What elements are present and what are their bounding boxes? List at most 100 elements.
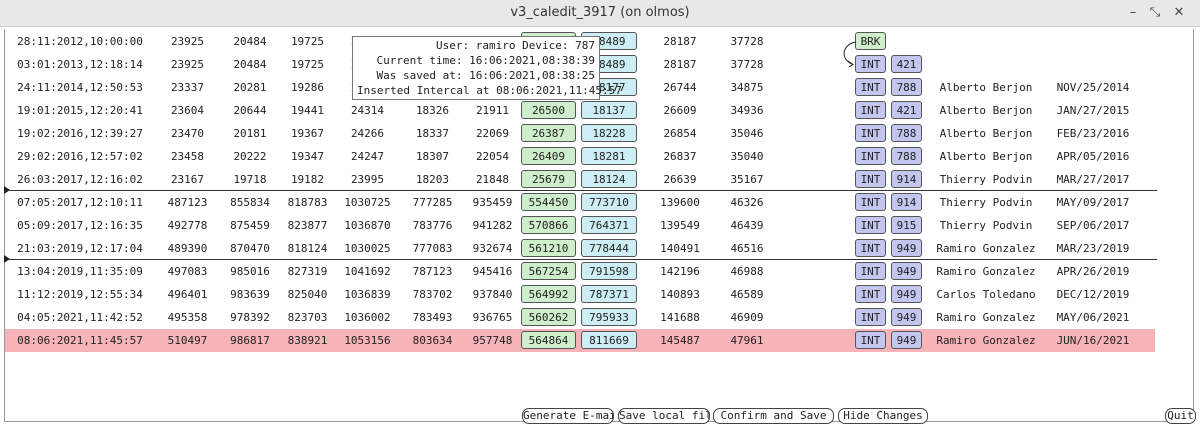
int-tag[interactable]: INT [855, 262, 886, 280]
device-tag[interactable]: 421 [891, 101, 922, 119]
int-tag[interactable]: INT [855, 331, 886, 349]
editable-value-cyan[interactable]: 795933 [581, 308, 637, 326]
int-tag[interactable]: INT [855, 78, 886, 96]
editable-value-green[interactable]: 26409 [521, 147, 576, 165]
quit-button[interactable]: Quit [1165, 408, 1196, 424]
editable-value-cyan[interactable]: 778444 [581, 239, 637, 257]
editable-value-cyan[interactable]: 791598 [581, 262, 637, 280]
row-value: 18307 [415, 150, 450, 163]
row-value: 21911 [475, 104, 510, 117]
row-value: 870470 [230, 242, 270, 255]
int-tag[interactable]: INT [855, 216, 886, 234]
device-tag[interactable]: 949 [891, 331, 922, 349]
hide-changes-button[interactable]: Hide Changes [838, 408, 928, 424]
int-tag[interactable]: INT [855, 285, 886, 303]
editable-value-cyan[interactable]: 787371 [581, 285, 637, 303]
row-value: 20644 [233, 104, 267, 117]
editable-value-cyan[interactable]: 773710 [581, 193, 637, 211]
device-tag[interactable]: 788 [891, 124, 922, 142]
row-value: 28187 [663, 35, 697, 48]
save-local-file-button[interactable]: Save local file [618, 408, 710, 424]
int-tag[interactable]: INT [855, 124, 886, 142]
int-tag[interactable]: INT [855, 308, 886, 326]
editable-value-green[interactable]: 564992 [521, 285, 576, 303]
row-value: 1041692 [344, 265, 391, 278]
row-value: 139600 [660, 196, 700, 209]
minimize-icon[interactable]: – [1129, 5, 1137, 20]
int-tag[interactable]: INT [855, 55, 886, 73]
row-value: 941282 [472, 219, 513, 232]
device-tag[interactable]: 949 [891, 262, 922, 280]
table-row[interactable]: 26:03:2017,12:16:02 23167 19718 19182 23995 1… [5, 168, 1155, 191]
editable-value-cyan[interactable]: 764371 [581, 216, 637, 234]
int-tag[interactable]: INT [855, 170, 886, 188]
editable-value-green[interactable]: 570866 [521, 216, 576, 234]
editable-value-green[interactable]: 25679 [521, 170, 576, 188]
row-value: 1036839 [344, 288, 391, 301]
device-tag[interactable]: 421 [891, 55, 922, 73]
table-row[interactable]: 08:06:2021,11:45:57 510497 986817 838921 105… [5, 329, 1155, 352]
row-date: 19:02:2016,12:39:27 [17, 127, 143, 140]
table-row[interactable]: 19:01:2015,12:20:41 23604 20644 19441 24314 1… [5, 99, 1155, 122]
row-value: 26639 [663, 173, 697, 186]
row-saved-date: JUN/16/2021 [1056, 334, 1130, 347]
row-value: 20181 [233, 127, 267, 140]
row-user: Ramiro Gonzalez [936, 311, 1036, 324]
device-tag[interactable]: 949 [891, 285, 922, 303]
table-row[interactable]: 07:05:2017,12:10:11 487123 855834 818783 103… [5, 191, 1155, 214]
row-user: Ramiro Gonzalez [936, 334, 1036, 347]
row-date: 13:04:2019,11:35:09 [17, 265, 143, 278]
editable-value-green[interactable]: 564864 [521, 331, 576, 349]
int-tag[interactable]: INT [855, 239, 886, 257]
row-value: 823703 [287, 311, 328, 324]
editable-value-green[interactable]: 554450 [521, 193, 576, 211]
table-row[interactable]: 29:02:2016,12:57:02 23458 20222 19347 24247 1… [5, 145, 1155, 168]
restore-icon[interactable]: ⤡ [1149, 5, 1161, 20]
close-icon[interactable]: ✕ [1173, 5, 1185, 20]
editable-value-cyan[interactable]: 811669 [581, 331, 637, 349]
confirm-and-save-button[interactable]: Confirm and Save [713, 408, 834, 424]
editable-value-cyan[interactable]: 18228 [581, 124, 637, 142]
int-tag[interactable]: INT [855, 193, 886, 211]
row-value: 139549 [660, 219, 700, 232]
int-tag[interactable]: INT [855, 101, 886, 119]
table-row[interactable]: 21:03:2019,12:17:04 489390 870470 818124 103… [5, 237, 1155, 260]
row-value: 510497 [167, 334, 208, 347]
table-row[interactable]: 13:04:2019,11:35:09 497083 985016 827319 104… [5, 260, 1155, 283]
editable-value-green[interactable]: 26387 [521, 124, 576, 142]
row-saved-date: MAR/23/2019 [1056, 242, 1130, 255]
editable-value-cyan[interactable]: 18281 [581, 147, 637, 165]
device-tag[interactable]: 788 [891, 78, 922, 96]
row-saved-date: MAY/06/2021 [1056, 311, 1130, 324]
row-saved-date: NOV/25/2014 [1056, 81, 1130, 94]
device-tag[interactable]: 949 [891, 308, 922, 326]
tooltip-inserted-intercal: Inserted Intercal at 08:06:2021,11:45:57 [357, 84, 622, 97]
row-value: 20281 [233, 81, 267, 94]
editable-value-cyan[interactable]: 18124 [581, 170, 637, 188]
table-row[interactable]: 11:12:2019,12:55:34 496401 983639 825040 103… [5, 283, 1155, 306]
device-tag[interactable]: 914 [891, 170, 922, 188]
editable-value-cyan[interactable]: 18137 [581, 101, 637, 119]
row-value: 823877 [287, 219, 328, 232]
row-saved-date: DEC/12/2019 [1056, 288, 1130, 301]
device-tag[interactable]: 788 [891, 147, 922, 165]
table-row[interactable]: 19:02:2016,12:39:27 23470 20181 19367 24266 1… [5, 122, 1155, 145]
table-row[interactable]: 05:09:2017,12:16:35 492778 875459 823877 103… [5, 214, 1155, 237]
int-tag[interactable]: INT [855, 147, 886, 165]
generate-email-button[interactable]: Generate E-mail [522, 408, 614, 424]
row-value: 983639 [230, 288, 270, 301]
editable-value-green[interactable]: 560262 [521, 308, 576, 326]
row-value: 777285 [412, 196, 453, 209]
device-tag[interactable]: 915 [891, 216, 922, 234]
brk-tag[interactable]: BRK [855, 32, 886, 50]
row-value: 140893 [660, 288, 700, 301]
editable-value-green[interactable]: 26500 [521, 101, 576, 119]
device-tag[interactable]: 914 [891, 193, 922, 211]
editable-value-green[interactable]: 561210 [521, 239, 576, 257]
device-tag[interactable]: 949 [891, 239, 922, 257]
table-row[interactable]: 04:05:2021,11:42:52 495358 978392 823703 103… [5, 306, 1155, 329]
row-value: 936765 [472, 311, 513, 324]
editable-value-green[interactable]: 567254 [521, 262, 576, 280]
record-info-tooltip: User: ramiro Device: 787 Current time: 1… [352, 36, 622, 100]
row-value: 140491 [660, 242, 700, 255]
